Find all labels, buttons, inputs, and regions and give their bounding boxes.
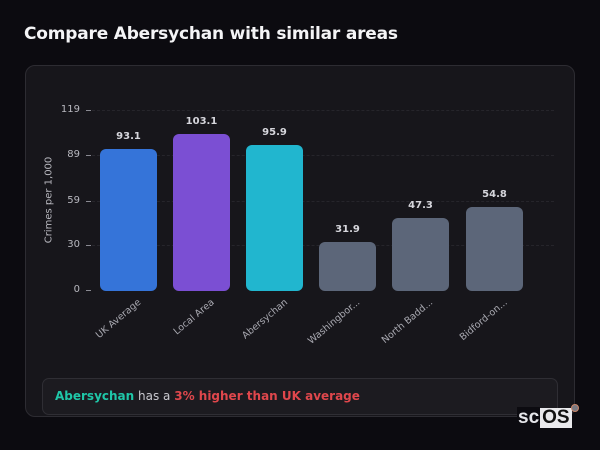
y-tick-label: 30 <box>67 238 80 250</box>
y-tick-label: 59 <box>67 194 80 206</box>
y-tick-mark <box>86 155 91 157</box>
bar-value-label: 31.9 <box>335 223 360 235</box>
y-tick-mark <box>86 290 91 291</box>
y-tick-mark <box>86 200 91 202</box>
bar-abersychan[interactable] <box>246 144 303 291</box>
bar-value-label: 95.9 <box>262 126 287 138</box>
area-name: Abersychan <box>55 389 135 403</box>
y-tick-label: 119 <box>60 104 80 115</box>
gridline <box>92 200 554 202</box>
bar-north-badd[interactable] <box>392 218 449 291</box>
bar-local-area[interactable] <box>173 134 230 291</box>
summary-text: has a <box>134 389 175 403</box>
bar-bidford-on[interactable] <box>466 207 523 291</box>
y-tick-mark <box>86 244 91 246</box>
gridline <box>92 110 554 111</box>
page-title: Compare Abersychan with similar areas <box>24 24 398 44</box>
y-tick-label: 0 <box>73 284 80 295</box>
bar-value-label: 47.3 <box>408 200 433 212</box>
scos-logo: sc OS <box>517 404 579 429</box>
bar-value-label: 103.1 <box>185 116 218 128</box>
y-tick-label: 89 <box>67 149 80 161</box>
comparison-badge: 3% higher than UK average <box>174 389 360 403</box>
bar-value-label: 93.1 <box>116 131 141 143</box>
y-tick-mark <box>86 110 91 111</box>
comparison-summary: Abersychan has a 3% higher than UK avera… <box>42 378 558 415</box>
bar-washingbor[interactable] <box>319 241 376 291</box>
bar-value-label: 54.8 <box>482 189 507 201</box>
registered-mark-icon <box>570 404 579 412</box>
gridline <box>92 155 554 157</box>
bar-uk-average[interactable] <box>100 149 157 291</box>
